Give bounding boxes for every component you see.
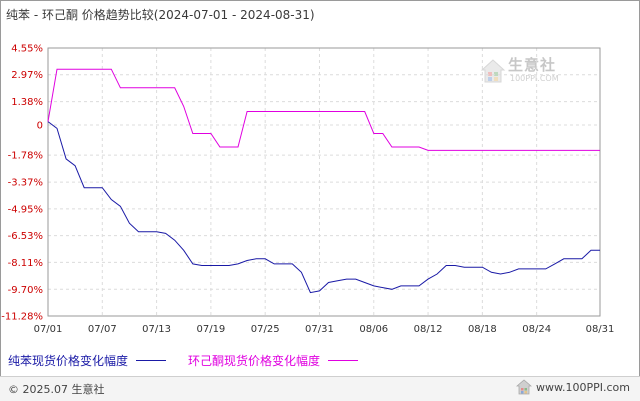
- x-tick-label: 07/13: [142, 324, 171, 335]
- house-logo-icon: [480, 59, 506, 83]
- footer-site-label[interactable]: www.100PPI.com: [536, 380, 630, 394]
- legend-label-benzene: 纯苯现货价格变化幅度: [8, 353, 129, 368]
- house-logo-icon: [516, 379, 533, 395]
- grid: [47, 47, 601, 317]
- y-tick-label: -11.28%: [1, 312, 43, 323]
- x-tick-label: 07/01: [34, 324, 63, 335]
- x-tick-label: 07/19: [196, 324, 225, 335]
- series-lines: [47, 68, 600, 294]
- chart-title: 纯苯 - 环己酮 价格趋势比较(2024-07-01 - 2024-08-31): [6, 8, 315, 22]
- y-tick-label: -9.70%: [8, 285, 43, 296]
- y-tick-label: -3.37%: [8, 178, 43, 189]
- x-tick-label: 07/25: [251, 324, 280, 335]
- x-axis-ticks: 07/01 07/07 07/13 07/19 07/25 07/31 08/06 08/12…: [34, 324, 615, 335]
- x-tick-label: 07/31: [305, 324, 334, 335]
- legend-item-benzene: 纯苯现货价格变化幅度: [8, 352, 167, 369]
- y-tick-label: -4.95%: [8, 204, 43, 215]
- watermark-text: 生意社: [508, 56, 557, 74]
- watermark-sub: 100PPI.COM: [510, 74, 559, 83]
- y-tick-label: 2.97%: [11, 70, 43, 81]
- watermark: 生意社 100PPI.COM: [480, 54, 580, 94]
- y-tick-label: 4.55%: [11, 44, 43, 55]
- y-tick-label: -6.53%: [8, 231, 43, 242]
- legend: 纯苯现货价格变化幅度 环己酮现货价格变化幅度: [8, 350, 380, 370]
- plot-border: [47, 47, 601, 317]
- legend-swatch-cyclohexanone: [328, 359, 359, 361]
- x-tick-label: 08/24: [522, 324, 551, 335]
- legend-swatch-benzene: [136, 359, 167, 361]
- x-tick-label: 08/18: [468, 324, 497, 335]
- series-line-benzene: [47, 121, 600, 294]
- axes: [47, 47, 601, 317]
- y-tick-label: 1.38%: [11, 97, 43, 108]
- x-tick-label: 08/06: [359, 324, 388, 335]
- series-line-cyclohexanone: [47, 68, 600, 151]
- footer-site[interactable]: www.100PPI.com: [516, 379, 630, 395]
- footer-bar: © 2025.07 生意社 www.100PPI.com: [0, 376, 640, 401]
- x-tick-label: 08/12: [414, 324, 443, 335]
- y-tick-label: -1.78%: [8, 151, 43, 162]
- y-tick-label: 0: [37, 121, 43, 132]
- y-axis-ticks: 4.55% 2.97% 1.38% 0 -1.78% -3.37% -4.95% -6.53%…: [1, 44, 43, 323]
- footer-copyright: © 2025.07 生意社: [8, 383, 105, 396]
- x-tick-label: 07/07: [88, 324, 117, 335]
- legend-item-cyclohexanone: 环己酮现货价格变化幅度: [188, 352, 359, 369]
- x-tick-label: 08/31: [586, 324, 615, 335]
- legend-label-cyclohexanone: 环己酮现货价格变化幅度: [188, 353, 321, 368]
- y-tick-label: -8.11%: [8, 258, 43, 269]
